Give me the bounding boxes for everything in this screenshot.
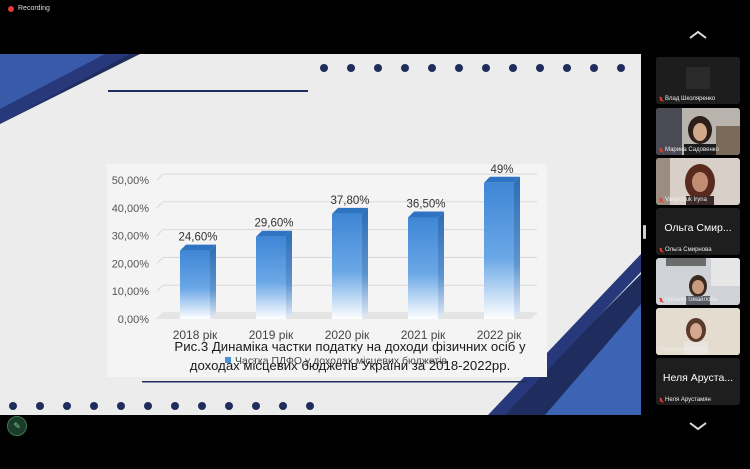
data-label: 37,80% — [330, 195, 369, 207]
participant-video — [656, 158, 740, 205]
bar — [256, 236, 286, 319]
x-tick-label: 2020 рік — [325, 328, 370, 342]
mic-muted-icon — [659, 197, 663, 203]
gridline-depth — [156, 173, 164, 181]
data-label: 29,60% — [254, 218, 293, 230]
caption-line-1: Рис.3 Динаміка частки податку на доходи … — [174, 339, 526, 354]
mic-muted-icon — [659, 247, 663, 253]
participant-video — [656, 308, 740, 355]
data-label: 24,60% — [178, 232, 217, 244]
slide-decoration — [0, 54, 641, 415]
mic-muted-icon — [659, 96, 663, 102]
data-label: 49% — [490, 164, 513, 176]
participant-display-name: Ольга Смир... — [664, 222, 732, 234]
participant-name: Неля Арустамян — [665, 397, 711, 403]
participant-tile-6[interactable]: ПросенюкВікторія — [656, 308, 740, 355]
slide-rule-top — [108, 90, 308, 92]
gridline-depth — [156, 257, 164, 264]
gridline-depth — [156, 284, 164, 292]
chevron-down-icon[interactable] — [686, 418, 710, 434]
dots-bottom-row — [9, 402, 314, 410]
bar-chart: 0,00% 10,00% 20,00% 30,00% 40,00% 50,00% 24,60… — [107, 164, 547, 377]
participant-video — [656, 108, 740, 155]
deco-stripe-top-left — [0, 54, 130, 124]
gridline-depth — [156, 229, 164, 236]
y-tick-label: 0,00% — [118, 314, 149, 326]
participant-tile-2[interactable]: Марина Садовенко — [656, 108, 740, 155]
mic-muted-icon — [659, 397, 663, 403]
x-tick-label: 2019 рік — [249, 328, 294, 342]
participant-name: Vasylchuk Iryna — [665, 197, 707, 203]
legend-swatch — [225, 357, 231, 363]
dots-top-row — [320, 64, 625, 72]
participant-name: Влад Школяренко — [665, 96, 716, 102]
participant-tile-3[interactable]: Vasylchuk Iryna — [656, 158, 740, 205]
y-tick-label: 40,00% — [112, 203, 150, 215]
y-tick-label: 30,00% — [112, 231, 150, 243]
recording-indicator: Recording — [8, 5, 50, 12]
caption-line-2: доходах місцевих бюджетів України за 201… — [189, 358, 511, 373]
bar — [484, 182, 514, 319]
participant-name: Ольга Смирнова — [665, 247, 712, 253]
participant-tile-7[interactable]: Неля Аруста... Неля Арустамян — [656, 358, 740, 405]
avatar-placeholder — [656, 57, 740, 104]
record-dot-icon — [8, 5, 14, 12]
shared-screen: 0,00% 10,00% 20,00% 30,00% 40,00% 50,00% 24,60… — [0, 54, 641, 415]
bar-side — [362, 207, 368, 319]
bar-side — [438, 211, 444, 319]
participant-tile-1[interactable]: Влад Школяренко — [656, 57, 740, 104]
panel-resize-handle[interactable] — [643, 225, 646, 239]
bar-top — [484, 176, 520, 183]
bar-side — [514, 176, 520, 319]
x-tick-label: 2021 рік — [401, 328, 446, 342]
participant-name: Наталія Ізмайлова — [665, 297, 717, 303]
x-tick-label: 2022 рік — [477, 328, 522, 342]
participant-tile-5[interactable]: Наталія Ізмайлова — [656, 258, 740, 305]
deco-triangle-bottom-right-inner — [545, 304, 641, 415]
data-label: 36,50% — [406, 199, 445, 211]
bar — [332, 213, 362, 319]
bar — [408, 217, 438, 319]
participant-tile-4[interactable]: Ольга Смир... Ольга Смирнова — [656, 208, 740, 255]
bar-top — [408, 211, 444, 218]
participant-display-name: Неля Аруста... — [662, 372, 734, 384]
caption-underline — [142, 381, 527, 383]
recording-label: Recording — [18, 5, 50, 12]
bar-top — [256, 230, 292, 237]
bar-top — [332, 207, 368, 214]
chevron-up-icon[interactable] — [686, 27, 710, 43]
legend-label: Частка ПДФО у доходах місцевих бюджетів — [235, 355, 447, 367]
pencil-icon[interactable]: ✎ — [7, 416, 27, 436]
bar — [180, 250, 210, 319]
participant-name: ПросенюкВікторія — [659, 347, 709, 353]
y-tick-label: 10,00% — [112, 286, 150, 298]
mic-muted-icon — [659, 297, 663, 303]
participant-video — [656, 258, 740, 305]
gridline-depth — [156, 201, 164, 209]
participant-name: Марина Садовенко — [665, 147, 719, 153]
bar-side — [286, 230, 292, 319]
bar-side — [210, 244, 216, 319]
x-tick-label: 2018 рік — [173, 328, 218, 342]
slide-caption: Рис.3 Динаміка частки податку на доходи … — [150, 337, 550, 375]
bar-top — [180, 244, 216, 251]
y-tick-label: 20,00% — [112, 258, 150, 270]
y-tick-label: 50,00% — [112, 175, 150, 187]
mic-muted-icon — [659, 147, 663, 153]
chart-panel: 0,00% 10,00% 20,00% 30,00% 40,00% 50,00% 24,60… — [107, 164, 547, 377]
